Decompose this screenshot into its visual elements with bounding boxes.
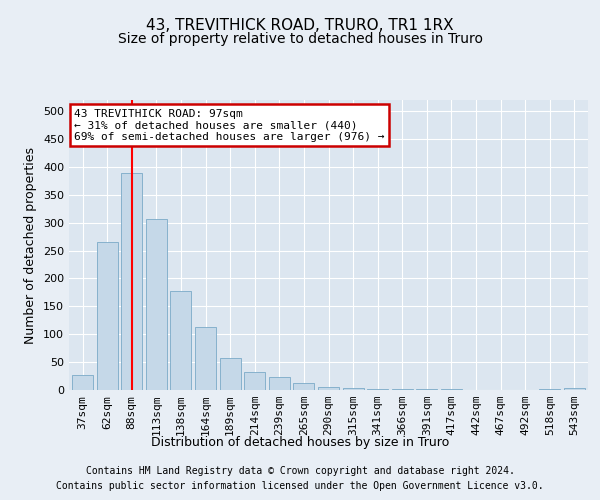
Text: Contains public sector information licensed under the Open Government Licence v3: Contains public sector information licen… — [56, 481, 544, 491]
Bar — [367, 389, 388, 390]
Bar — [121, 172, 142, 390]
Text: 43 TREVITHICK ROAD: 97sqm
← 31% of detached houses are smaller (440)
69% of semi: 43 TREVITHICK ROAD: 97sqm ← 31% of detac… — [74, 108, 385, 142]
Bar — [220, 358, 241, 390]
Bar — [195, 327, 216, 390]
Text: Contains HM Land Registry data © Crown copyright and database right 2024.: Contains HM Land Registry data © Crown c… — [86, 466, 514, 476]
Text: Distribution of detached houses by size in Truro: Distribution of detached houses by size … — [151, 436, 449, 449]
Bar — [343, 388, 364, 390]
Bar — [146, 219, 167, 390]
Bar — [244, 372, 265, 390]
Text: Size of property relative to detached houses in Truro: Size of property relative to detached ho… — [118, 32, 482, 46]
Bar — [97, 242, 118, 390]
Bar — [564, 388, 585, 390]
Bar — [318, 386, 339, 390]
Bar — [170, 290, 191, 390]
Text: 43, TREVITHICK ROAD, TRURO, TR1 1RX: 43, TREVITHICK ROAD, TRURO, TR1 1RX — [146, 18, 454, 32]
Y-axis label: Number of detached properties: Number of detached properties — [25, 146, 37, 344]
Bar — [72, 375, 93, 390]
Bar — [293, 384, 314, 390]
Bar — [269, 376, 290, 390]
